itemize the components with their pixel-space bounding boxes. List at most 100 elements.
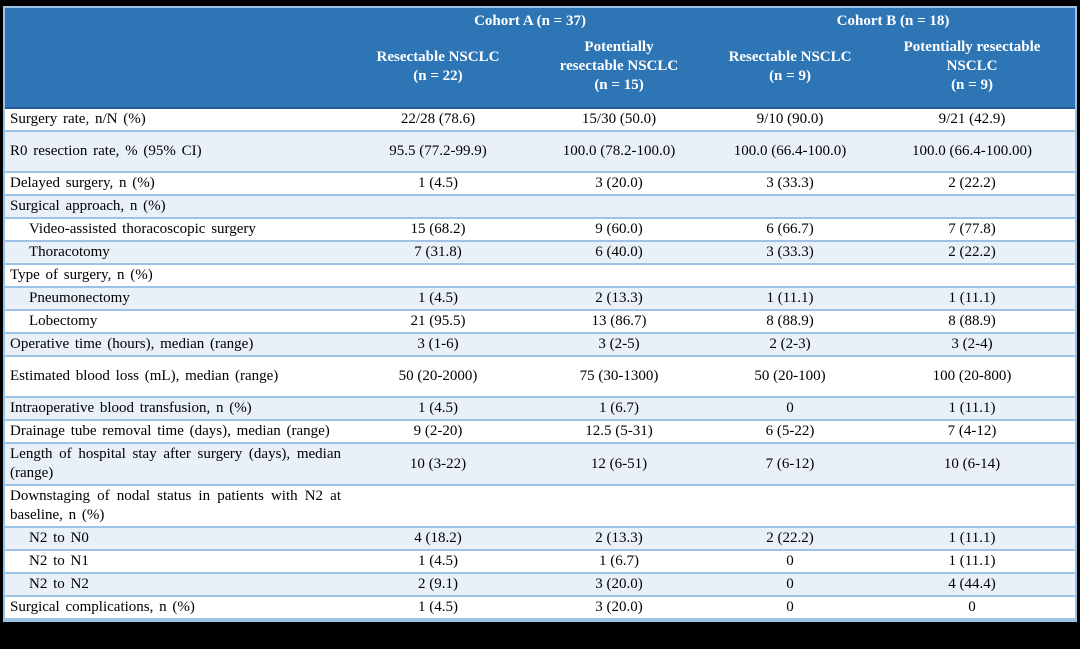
- row-label: Pneumonectomy: [5, 287, 349, 311]
- column-n: (n = 22): [413, 67, 463, 84]
- row-value: 7 (77.8): [869, 218, 1076, 242]
- row-value: 2 (9.1): [349, 573, 527, 597]
- row-label: Drainage tube removal time (days), media…: [5, 420, 349, 444]
- row-value: 50 (20-2000): [349, 356, 527, 398]
- row-value: 1 (4.5): [349, 550, 527, 574]
- row-value: 2 (13.3): [527, 527, 712, 551]
- column-header-resectable-b: Resectable NSCLC (n = 9): [711, 32, 870, 109]
- table-body: Surgery rate, n/N (%) 22/28 (78.6) 15/30 (…: [5, 108, 1076, 620]
- row-value: 1 (11.1): [869, 527, 1076, 551]
- row-label: N2 to N2: [5, 573, 349, 597]
- row-value: [711, 485, 870, 528]
- row-value: 2 (22.2): [869, 241, 1076, 265]
- row-label: N2 to N0: [5, 527, 349, 551]
- row-value: 1 (11.1): [711, 287, 870, 311]
- row-value: 8 (88.9): [711, 310, 870, 334]
- row-label: Intraoperative blood transfusion, n (%): [5, 397, 349, 421]
- row-value: 0: [711, 550, 870, 574]
- cohort-header-row: Cohort A (n = 37) Cohort B (n = 18): [5, 8, 1076, 32]
- row-value: 3 (33.3): [711, 241, 870, 265]
- table-row: Surgery rate, n/N (%) 22/28 (78.6) 15/30 (…: [5, 108, 1076, 132]
- row-value: 3 (33.3): [711, 172, 870, 196]
- row-label: R0 resection rate, % (95% CI): [5, 131, 349, 173]
- row-value: 1 (11.1): [869, 397, 1076, 421]
- row-value: 2 (2-3): [711, 333, 870, 357]
- row-value: 22/28 (78.6): [349, 108, 527, 132]
- table-row: Video-assisted thoracoscopic surgery 15 (…: [5, 218, 1076, 242]
- row-value: 1 (4.5): [349, 397, 527, 421]
- row-value: 1 (6.7): [527, 397, 712, 421]
- row-label: N2 to N1: [5, 550, 349, 574]
- column-title: Resectable NSCLC: [376, 48, 500, 65]
- row-value: 1 (11.1): [869, 287, 1076, 311]
- row-value: 3 (2-5): [527, 333, 712, 357]
- row-label: Operative time (hours), median (range): [5, 333, 349, 357]
- row-value: [349, 195, 527, 219]
- table-row: N2 to N2 2 (9.1) 3 (20.0) 0 4 (44.4): [5, 573, 1076, 597]
- row-value: 100 (20-800): [869, 356, 1076, 398]
- row-value: 100.0 (66.4-100.0): [711, 131, 870, 173]
- row-value: [869, 485, 1076, 528]
- row-value: 6 (5-22): [711, 420, 870, 444]
- column-title: Resectable NSCLC: [728, 48, 852, 65]
- table-row: Length of hospital stay after surgery (d…: [5, 443, 1076, 486]
- column-title: Potentially resectable NSCLC: [559, 39, 679, 74]
- row-value: [527, 195, 712, 219]
- row-label: Video-assisted thoracoscopic surgery: [5, 218, 349, 242]
- row-value: 3 (1-6): [349, 333, 527, 357]
- row-value: 12.5 (5-31): [527, 420, 712, 444]
- row-value: 3 (20.0): [527, 172, 712, 196]
- table-header: Cohort A (n = 37) Cohort B (n = 18) Rese…: [5, 8, 1076, 109]
- table-row: N2 to N1 1 (4.5) 1 (6.7) 0 1 (11.1): [5, 550, 1076, 574]
- corner-cell: [5, 32, 349, 109]
- row-value: 1 (4.5): [349, 287, 527, 311]
- row-label: Lobectomy: [5, 310, 349, 334]
- row-value: 8 (88.9): [869, 310, 1076, 334]
- table-row: Delayed surgery, n (%) 1 (4.5) 3 (20.0) 3 (…: [5, 172, 1076, 196]
- row-label: Delayed surgery, n (%): [5, 172, 349, 196]
- row-value: 2 (22.2): [711, 527, 870, 551]
- row-label: Surgical approach, n (%): [5, 195, 349, 219]
- table-row: Surgical complications, n (%) 1 (4.5) 3 (2…: [5, 596, 1076, 620]
- row-value: 100.0 (66.4-100.00): [869, 131, 1076, 173]
- row-label: Surgical complications, n (%): [5, 596, 349, 620]
- column-n: (n = 9): [769, 67, 811, 84]
- row-value: [869, 264, 1076, 288]
- row-value: 75 (30-1300): [527, 356, 712, 398]
- row-label: Surgery rate, n/N (%): [5, 108, 349, 132]
- row-value: 2 (13.3): [527, 287, 712, 311]
- row-value: 3 (20.0): [527, 596, 712, 620]
- row-value: 15/30 (50.0): [527, 108, 712, 132]
- row-value: 100.0 (78.2-100.0): [527, 131, 712, 173]
- cohort-b-header: Cohort B (n = 18): [711, 8, 1076, 32]
- row-value: 1 (4.5): [349, 172, 527, 196]
- row-value: 3 (2-4): [869, 333, 1076, 357]
- row-value: 0: [711, 397, 870, 421]
- row-value: 2 (22.2): [869, 172, 1076, 196]
- row-label: Type of surgery, n (%): [5, 264, 349, 288]
- table-row: Intraoperative blood transfusion, n (%) 1…: [5, 397, 1076, 421]
- column-header-potentially-resectable-a: Potentially resectable NSCLC (n = 15): [527, 32, 712, 109]
- row-value: [711, 264, 870, 288]
- row-value: 9 (60.0): [527, 218, 712, 242]
- table-row: N2 to N0 4 (18.2) 2 (13.3) 2 (22.2) 1 (11.1): [5, 527, 1076, 551]
- table-row: Drainage tube removal time (days), media…: [5, 420, 1076, 444]
- table-row: Operative time (hours), median (range) 3 …: [5, 333, 1076, 357]
- row-value: 12 (6-51): [527, 443, 712, 486]
- row-value: 0: [711, 573, 870, 597]
- row-value: 9/21 (42.9): [869, 108, 1076, 132]
- column-title: Potentially resectable NSCLC: [903, 39, 1041, 74]
- row-value: 4 (44.4): [869, 573, 1076, 597]
- row-value: 1 (4.5): [349, 596, 527, 620]
- row-value: 21 (95.5): [349, 310, 527, 334]
- table-row: Surgical approach, n (%): [5, 195, 1076, 219]
- row-label: Estimated blood loss (mL), median (range…: [5, 356, 349, 398]
- table-row: Downstaging of nodal status in patients …: [5, 485, 1076, 528]
- row-value: 10 (3-22): [349, 443, 527, 486]
- row-value: 0: [869, 596, 1076, 620]
- column-header-potentially-resectable-b: Potentially resectable NSCLC (n = 9): [869, 32, 1076, 109]
- row-value: 1 (11.1): [869, 550, 1076, 574]
- row-value: [869, 195, 1076, 219]
- row-value: 9/10 (90.0): [711, 108, 870, 132]
- column-header-resectable-a: Resectable NSCLC (n = 22): [349, 32, 527, 109]
